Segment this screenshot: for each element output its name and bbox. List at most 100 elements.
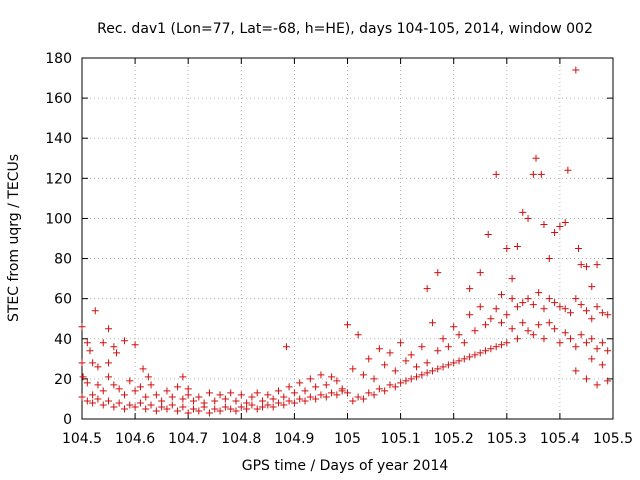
data-point	[593, 303, 601, 311]
data-point	[168, 401, 176, 409]
data-point	[274, 399, 282, 407]
data-point	[269, 395, 277, 403]
data-point	[588, 315, 596, 323]
data-point	[508, 325, 516, 333]
data-point	[253, 405, 261, 413]
data-point	[237, 403, 245, 411]
data-point	[232, 397, 240, 405]
data-point	[83, 339, 91, 347]
data-point	[545, 319, 553, 327]
data-point	[423, 285, 431, 293]
data-point	[168, 393, 176, 401]
data-point	[582, 339, 590, 347]
x-tick-label: 105.1	[381, 431, 421, 447]
data-point	[444, 343, 452, 351]
data-point	[593, 381, 601, 389]
data-point	[205, 409, 213, 417]
data-point	[354, 331, 362, 339]
data-point	[264, 401, 272, 409]
data-point	[105, 359, 113, 367]
x-tick-label: 104.7	[168, 431, 208, 447]
data-point	[248, 401, 256, 409]
data-point	[115, 385, 123, 393]
x-tick-label: 104.9	[274, 431, 314, 447]
data-point	[86, 347, 94, 355]
data-point	[535, 321, 543, 329]
grid-lines	[82, 58, 613, 419]
data-point	[190, 397, 198, 405]
data-point	[301, 387, 309, 395]
data-point	[126, 377, 134, 385]
data-point	[567, 335, 575, 343]
data-point	[402, 377, 410, 385]
data-point	[120, 337, 128, 345]
data-point	[529, 301, 537, 309]
data-point	[540, 335, 548, 343]
data-point	[113, 349, 121, 357]
y-tick-label: 80	[54, 252, 72, 268]
data-point	[259, 403, 267, 411]
data-point	[455, 357, 463, 365]
x-tick-label: 105	[334, 431, 361, 447]
data-point	[556, 222, 564, 230]
x-tick-label: 105.3	[487, 431, 527, 447]
data-point	[574, 245, 582, 253]
data-point	[588, 355, 596, 363]
data-point	[190, 405, 198, 413]
data-point	[375, 345, 383, 353]
data-point	[131, 387, 139, 395]
data-point	[444, 361, 452, 369]
data-point	[285, 383, 293, 391]
data-point	[333, 391, 341, 399]
data-point	[428, 367, 436, 375]
data-point	[492, 170, 500, 178]
data-point	[413, 363, 421, 371]
data-point	[476, 269, 484, 277]
data-point	[328, 389, 336, 397]
data-point	[423, 369, 431, 377]
data-point	[195, 393, 203, 401]
data-point	[428, 319, 436, 327]
data-point	[269, 403, 277, 411]
data-point	[105, 325, 113, 333]
data-point	[163, 387, 171, 395]
data-point	[386, 381, 394, 389]
data-point	[402, 357, 410, 365]
x-tick-labels: 104.5 104.6 104.7 104.8 104.9 105 105.1 105.2 10…	[62, 431, 633, 447]
data-point	[455, 331, 463, 339]
data-point	[99, 339, 107, 347]
y-tick-label: 140	[45, 131, 72, 147]
data-point	[381, 387, 389, 395]
data-point	[290, 399, 298, 407]
data-point	[344, 389, 351, 397]
data-point	[317, 391, 325, 399]
x-tick-label: 104.5	[62, 431, 102, 447]
data-point	[205, 389, 213, 397]
data-point	[179, 403, 187, 411]
data-point	[588, 335, 596, 343]
plot-frame	[81, 57, 614, 420]
data-point	[312, 383, 320, 391]
data-point	[561, 305, 569, 313]
data-point	[513, 243, 521, 251]
data-point	[537, 170, 545, 178]
data-point	[572, 367, 580, 375]
data-point	[482, 347, 490, 355]
data-point	[593, 261, 601, 269]
data-point	[322, 381, 330, 389]
data-point	[317, 371, 325, 379]
data-point	[604, 311, 612, 319]
data-point	[216, 391, 224, 399]
data-point	[344, 321, 351, 329]
data-point	[296, 395, 304, 403]
chart-title: Rec. dav1 (Lon=77, Lat=-68, h=HE), days …	[97, 21, 593, 37]
data-point	[306, 375, 314, 383]
data-point	[110, 343, 118, 351]
data-point	[407, 351, 415, 359]
data-point	[487, 345, 495, 353]
data-point	[370, 391, 378, 399]
data-point	[545, 255, 553, 263]
data-point	[147, 381, 155, 389]
data-point	[184, 409, 192, 417]
data-point	[551, 325, 559, 333]
